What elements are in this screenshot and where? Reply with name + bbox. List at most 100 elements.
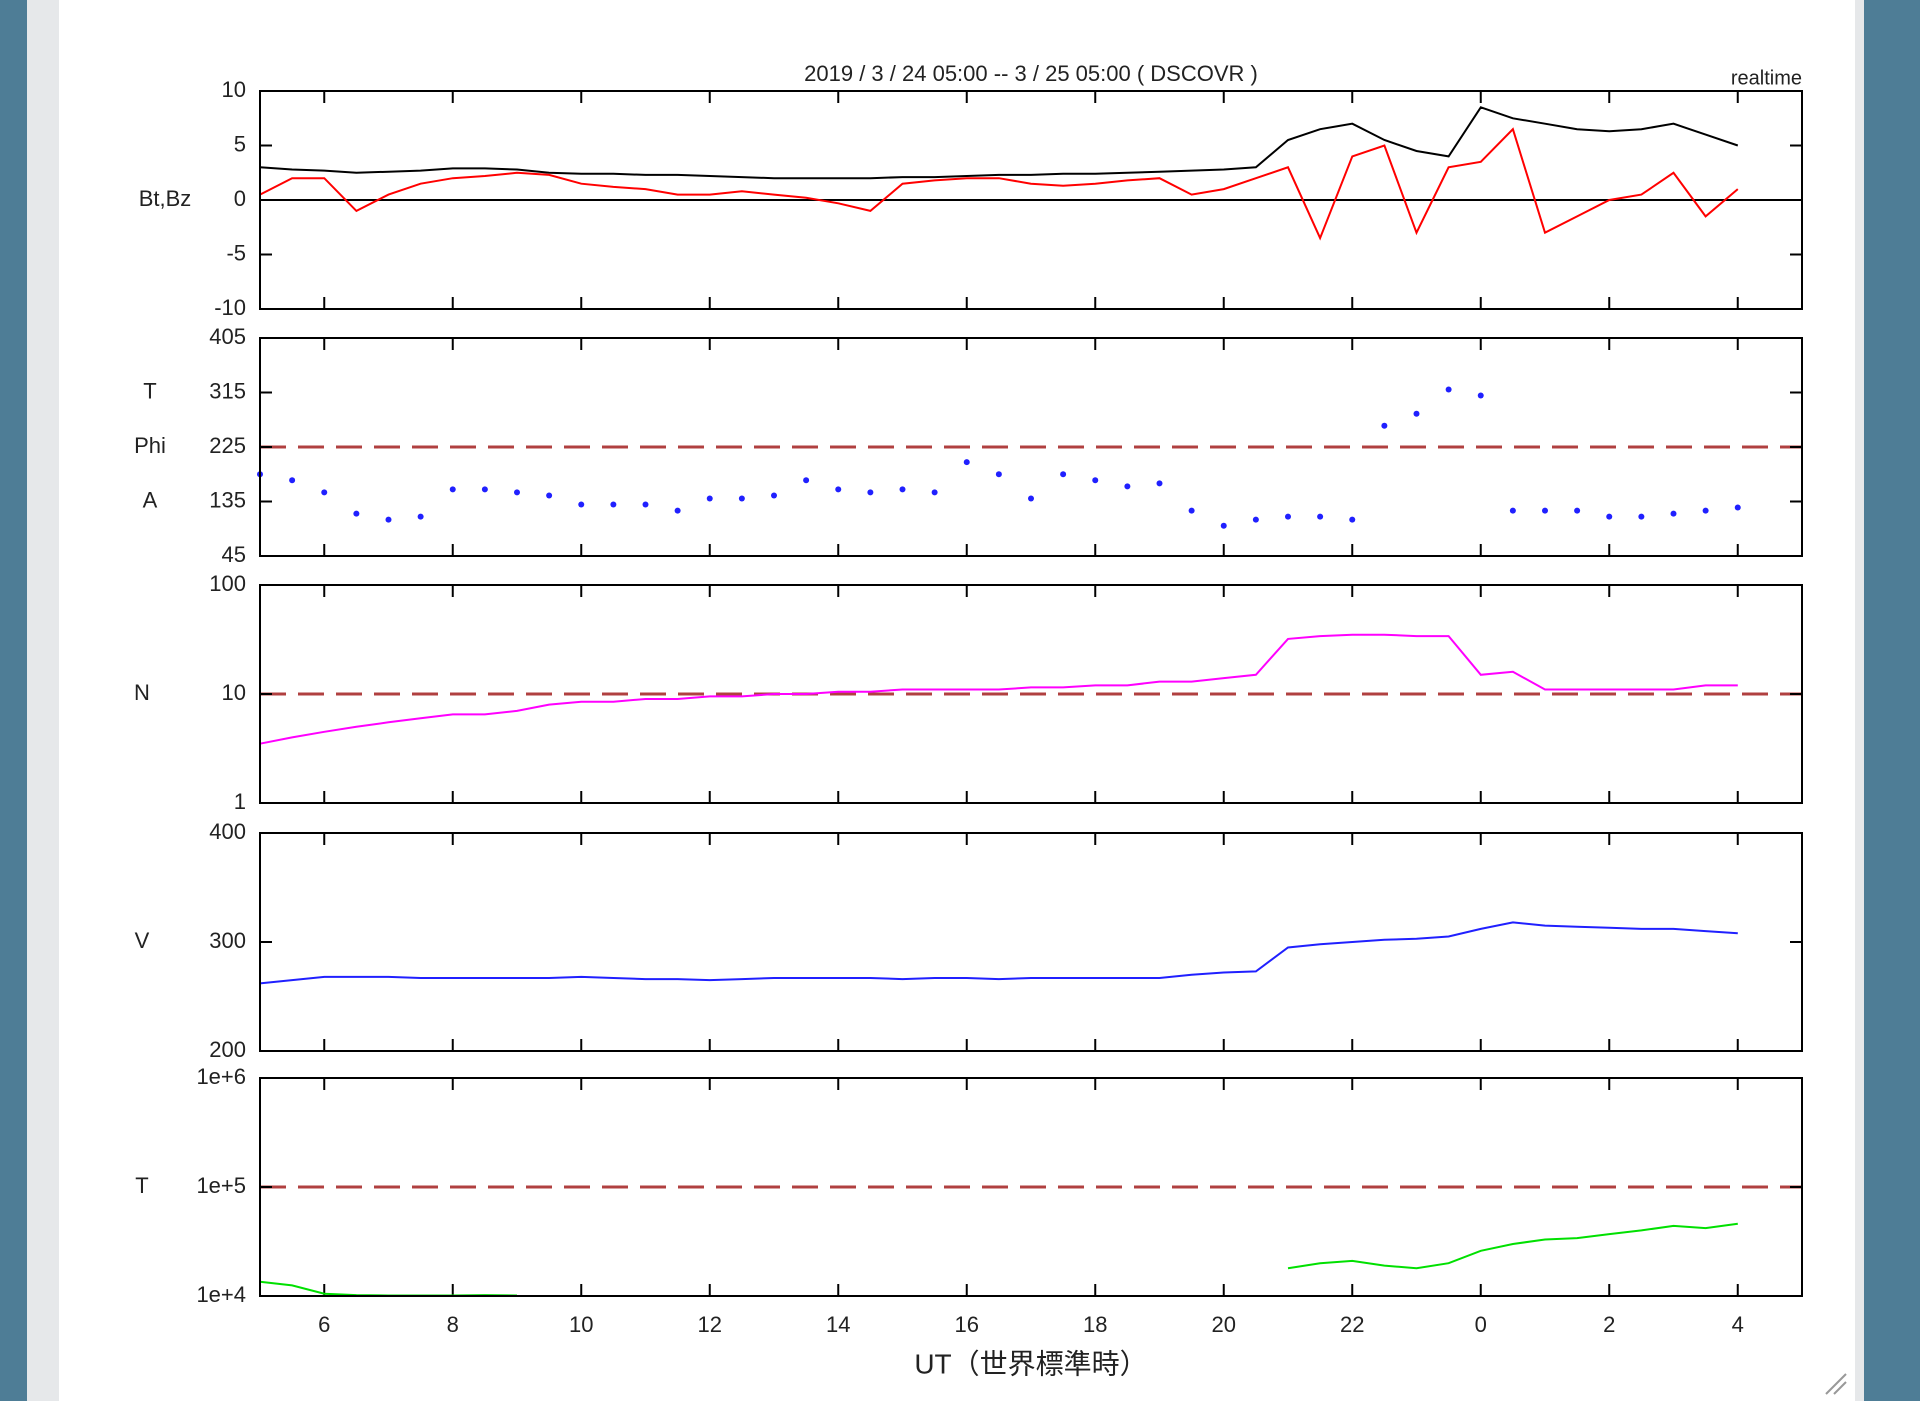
y-axis-label: Bt,Bz xyxy=(139,186,192,211)
data-point xyxy=(931,489,938,496)
y-tick-label: -5 xyxy=(226,240,246,265)
data-point xyxy=(1285,513,1291,520)
y-axis-label: V xyxy=(135,928,150,953)
series-line xyxy=(259,127,1739,241)
y-tick-label: -10 xyxy=(214,295,246,320)
y-tick-label: 135 xyxy=(209,487,246,512)
y-tick-label: 1e+5 xyxy=(196,1173,246,1198)
data-point xyxy=(1156,480,1163,487)
data-point xyxy=(321,489,328,496)
data-point xyxy=(1060,471,1067,478)
data-point xyxy=(1349,516,1356,523)
data-point xyxy=(417,513,424,520)
x-tick-label: 0 xyxy=(1475,1312,1487,1337)
data-point xyxy=(1638,513,1645,520)
y-tick-label: 10 xyxy=(222,77,246,102)
y-tick-label: 400 xyxy=(209,819,246,844)
y-tick-label: 1e+4 xyxy=(196,1282,246,1307)
data-point xyxy=(1381,422,1388,429)
data-point xyxy=(771,492,777,499)
data-point xyxy=(803,477,810,484)
data-point xyxy=(1445,386,1452,393)
realtime-label: realtime xyxy=(1731,67,1802,89)
series-line xyxy=(259,633,1738,745)
x-tick-label: 16 xyxy=(955,1312,979,1337)
y-tick-label: 300 xyxy=(209,928,246,953)
data-point xyxy=(835,486,842,493)
series-line xyxy=(259,106,1739,180)
y-axis-label: A xyxy=(143,487,158,512)
x-tick-label: 6 xyxy=(318,1312,330,1337)
data-point xyxy=(289,477,296,484)
y-tick-label: 10 xyxy=(222,680,246,705)
y-tick-label: 1 xyxy=(234,789,246,814)
x-tick-label: 4 xyxy=(1732,1312,1744,1337)
y-axis-label: Phi xyxy=(134,433,166,458)
data-point xyxy=(674,507,681,514)
x-tick-label: 10 xyxy=(569,1312,593,1337)
data-point xyxy=(1542,507,1548,514)
window-body xyxy=(59,0,1855,1401)
data-point xyxy=(963,459,970,466)
x-axis-label: UT（世界標準時） xyxy=(914,1348,1147,1379)
data-point xyxy=(1670,510,1677,517)
y-tick-label: 405 xyxy=(209,324,246,349)
x-tick-label: 22 xyxy=(1340,1312,1364,1337)
y-tick-label: 100 xyxy=(209,571,246,596)
x-tick-label: 20 xyxy=(1212,1312,1236,1337)
y-axis-label: T xyxy=(135,1173,148,1198)
resize-grip xyxy=(1825,1373,1847,1395)
data-point xyxy=(385,516,392,523)
data-point xyxy=(353,510,360,517)
chart-title: 2019 / 3 / 24 05:00 -- 3 / 25 05:00 ( DS… xyxy=(804,61,1258,86)
plot-frame xyxy=(259,337,1803,557)
data-point xyxy=(1702,507,1709,514)
plot-frame xyxy=(259,832,1803,1052)
data-point xyxy=(1413,410,1420,417)
data-point xyxy=(449,486,456,493)
data-point xyxy=(1028,495,1034,502)
y-tick-label: 45 xyxy=(222,542,246,567)
y-tick-label: 200 xyxy=(209,1037,246,1062)
x-tick-label: 14 xyxy=(826,1312,850,1337)
data-point xyxy=(995,471,1002,478)
data-point xyxy=(1124,483,1131,490)
y-axis-label: N xyxy=(134,680,150,705)
x-tick-label: 2 xyxy=(1603,1312,1615,1337)
data-point xyxy=(867,489,874,496)
data-point xyxy=(610,501,617,508)
data-point xyxy=(1606,513,1613,520)
y-tick-label: 1e+6 xyxy=(196,1064,246,1089)
x-tick-label: 8 xyxy=(447,1312,459,1337)
y-tick-label: 5 xyxy=(234,131,246,156)
data-point xyxy=(1317,513,1324,520)
data-point xyxy=(899,486,906,493)
plot-frame xyxy=(259,1077,1803,1297)
y-tick-label: 315 xyxy=(209,378,246,403)
data-point xyxy=(1188,507,1195,514)
plot-frame xyxy=(259,90,1803,310)
data-point xyxy=(642,501,649,508)
y-tick-label: 0 xyxy=(234,186,246,211)
x-tick-label: 18 xyxy=(1083,1312,1107,1337)
data-point xyxy=(738,495,745,502)
data-point xyxy=(1092,477,1099,484)
plot-frame xyxy=(259,584,1803,804)
data-point xyxy=(1220,522,1227,529)
data-point xyxy=(706,495,713,502)
data-point xyxy=(481,486,488,493)
data-point xyxy=(1252,516,1259,523)
data-point xyxy=(546,492,553,499)
data-point xyxy=(1574,507,1581,514)
data-point xyxy=(1477,392,1484,399)
y-axis-label: T xyxy=(143,378,156,403)
data-point xyxy=(514,489,520,496)
data-point xyxy=(1509,507,1516,514)
series-line xyxy=(259,921,1738,985)
resize-grip xyxy=(1833,1381,1847,1395)
x-tick-label: 12 xyxy=(698,1312,722,1337)
y-tick-label: 225 xyxy=(209,433,246,458)
data-point xyxy=(1734,504,1741,511)
